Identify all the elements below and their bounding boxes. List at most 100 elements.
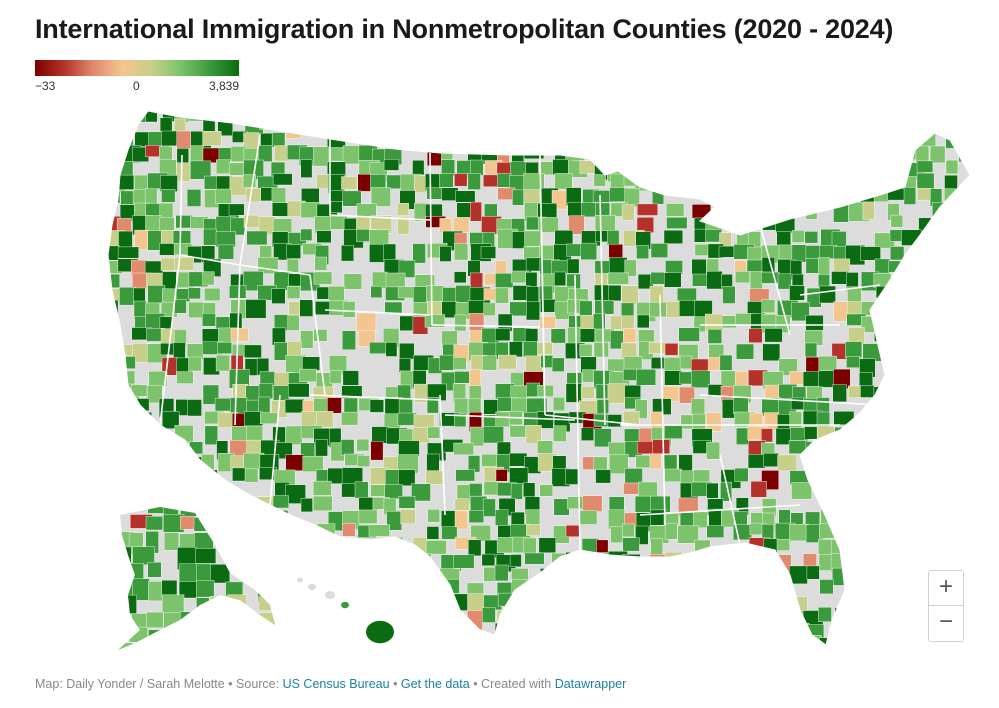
county-cell[interactable] [974, 454, 988, 466]
county-cell[interactable] [258, 612, 278, 636]
county-cell[interactable] [480, 246, 497, 259]
county-cell[interactable] [733, 160, 751, 176]
county-cell[interactable] [300, 594, 320, 609]
county-cell[interactable] [848, 523, 869, 542]
county-cell[interactable] [525, 271, 538, 287]
county-cell[interactable] [313, 329, 328, 342]
county-cell[interactable] [958, 232, 973, 251]
county-cell[interactable] [468, 119, 483, 136]
county-cell[interactable] [873, 117, 890, 138]
county-cell[interactable] [902, 470, 918, 486]
county-cell[interactable] [917, 525, 932, 544]
county-cell[interactable] [566, 104, 578, 118]
county-cell[interactable] [467, 593, 485, 612]
county-cell[interactable] [554, 173, 573, 190]
county-cell[interactable] [160, 651, 173, 663]
county-cell[interactable] [232, 467, 246, 482]
county-cell[interactable] [386, 174, 402, 189]
county-cell[interactable] [511, 397, 529, 414]
county-cell[interactable] [790, 161, 804, 181]
county-cell[interactable] [287, 314, 300, 331]
county-cell[interactable] [861, 301, 879, 316]
county-cell[interactable] [427, 426, 441, 439]
county-cell[interactable] [132, 546, 155, 565]
county-cell[interactable] [274, 636, 293, 655]
county-cell[interactable] [342, 330, 356, 351]
county-cell[interactable] [750, 607, 764, 622]
county-cell[interactable] [932, 202, 945, 222]
county-cell[interactable] [538, 624, 558, 642]
county-cell[interactable] [120, 651, 140, 665]
county-cell[interactable] [637, 203, 658, 216]
county-cell[interactable] [816, 411, 831, 429]
county-cell[interactable] [818, 161, 840, 177]
county-cell[interactable] [666, 203, 685, 217]
county-cell[interactable] [819, 132, 840, 151]
county-cell[interactable] [875, 554, 892, 572]
county-cell[interactable] [104, 273, 121, 289]
county-cell[interactable] [414, 565, 436, 583]
county-cell[interactable] [202, 312, 216, 327]
county-cell[interactable] [106, 442, 123, 456]
county-cell[interactable] [706, 482, 719, 499]
county-cell[interactable] [932, 300, 945, 315]
county-cell[interactable] [273, 385, 290, 402]
county-cell[interactable] [931, 398, 948, 415]
county-cell[interactable] [886, 481, 907, 498]
county-cell[interactable] [706, 271, 723, 290]
county-cell[interactable] [342, 538, 362, 557]
county-cell[interactable] [201, 484, 220, 497]
county-cell[interactable] [666, 217, 688, 229]
county-cell[interactable] [960, 314, 975, 331]
county-cell[interactable] [958, 453, 973, 469]
county-cell[interactable] [691, 621, 710, 638]
county-cell[interactable] [903, 441, 920, 460]
county-cell[interactable] [946, 218, 960, 232]
county-cell[interactable] [945, 258, 963, 279]
county-cell[interactable] [412, 160, 425, 176]
county-cell[interactable] [861, 132, 881, 145]
county-cell[interactable] [196, 499, 217, 520]
county-cell[interactable] [330, 637, 349, 650]
county-cell[interactable] [820, 650, 833, 665]
county-cell[interactable] [552, 651, 567, 665]
county-cell[interactable] [215, 525, 230, 544]
county-cell[interactable] [762, 566, 775, 580]
county-cell[interactable] [763, 554, 779, 575]
county-cell[interactable] [634, 495, 652, 513]
county-cell[interactable] [806, 651, 817, 664]
county-cell[interactable] [848, 119, 868, 137]
county-cell[interactable] [204, 425, 218, 445]
county-cell[interactable] [929, 440, 948, 453]
source-link[interactable]: US Census Bureau [282, 677, 390, 691]
county-cell[interactable] [874, 453, 890, 466]
county-cell[interactable] [888, 426, 910, 444]
county-cell[interactable] [104, 426, 120, 439]
county-cell[interactable] [873, 386, 891, 406]
county-cell[interactable] [834, 607, 851, 620]
county-cell[interactable] [341, 244, 354, 262]
county-cell[interactable] [440, 651, 455, 665]
county-cell[interactable] [736, 343, 754, 360]
county-cell[interactable] [454, 271, 467, 284]
county-cell[interactable] [859, 498, 880, 518]
county-cell[interactable] [749, 271, 763, 291]
county-cell[interactable] [356, 106, 370, 118]
county-cell[interactable] [946, 203, 967, 217]
county-cell[interactable] [692, 173, 705, 193]
county-cell[interactable] [888, 439, 902, 452]
county-cell[interactable] [525, 257, 542, 272]
county-cell[interactable] [246, 230, 268, 246]
county-cell[interactable] [313, 480, 332, 496]
county-cell[interactable] [917, 187, 932, 201]
county-cell[interactable] [113, 628, 128, 643]
county-cell[interactable] [902, 454, 918, 468]
county-cell[interactable] [568, 215, 585, 235]
county-cell[interactable] [719, 354, 733, 371]
county-cell[interactable] [245, 510, 264, 529]
county-cell[interactable] [959, 496, 977, 510]
county-cell[interactable] [455, 285, 472, 303]
county-cell[interactable] [330, 201, 343, 214]
county-cell[interactable] [777, 454, 797, 472]
county-cell[interactable] [694, 636, 715, 650]
